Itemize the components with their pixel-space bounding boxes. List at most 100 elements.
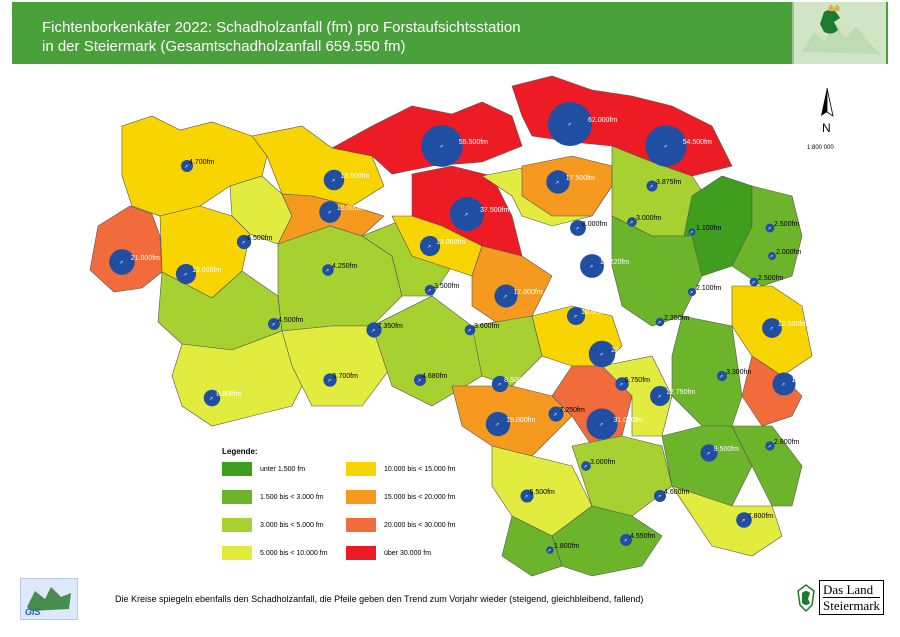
station-bubble [491, 375, 509, 393]
legend-item: 1.500 bis < 3.000 fm [222, 490, 324, 504]
map-title-line1: Fichtenborkenkäfer 2022: Schadholzanfall… [42, 19, 521, 36]
region-s-green4 [501, 515, 563, 577]
station-label: 4.680fm [422, 373, 447, 380]
trend-arrow-icon: ↗ [657, 394, 661, 400]
station-bubble [627, 217, 637, 227]
station-label: 6.500fm [247, 235, 272, 242]
map-title-line2: in der Steiermark (Gesamtschadholzanfall… [42, 38, 406, 55]
station-bubble [765, 223, 775, 233]
station-label: 10.500fm [581, 309, 610, 316]
trend-arrow-icon: ↗ [599, 352, 603, 358]
station-label: 13.500fm [340, 173, 369, 180]
trend-arrow-icon: ↗ [325, 268, 329, 274]
legend-item: 20.000 bis < 30.000 fm [346, 518, 455, 532]
legend-label: 1.500 bis < 3.000 fm [260, 493, 324, 501]
station-label: 7.250fm [560, 407, 585, 414]
trend-arrow-icon: ↗ [271, 322, 275, 328]
styria-crest-icon [792, 2, 886, 64]
station-label: 12.750fm [666, 389, 695, 396]
station-label: 62.000fm [588, 117, 617, 124]
station-label: 4.600fm [664, 489, 689, 496]
station-bubble [548, 102, 592, 146]
legend-label: über 30.000 fm [384, 549, 432, 557]
station-bubble [421, 125, 463, 167]
station-bubble [768, 252, 776, 260]
station-label: 2.500fm [758, 275, 783, 282]
trend-arrow-icon: ↗ [427, 244, 431, 250]
trend-arrow-icon: ↗ [575, 226, 579, 232]
station-label: 5.700fm [333, 373, 358, 380]
station-bubble [749, 277, 759, 287]
region-sw-green [281, 325, 393, 407]
legend-swatch [346, 546, 376, 560]
station-label: 3.300fm [726, 369, 751, 376]
trend-arrow-icon: ↗ [371, 328, 375, 334]
legend-label: 15.000 bis < 20.000 fm [384, 493, 456, 501]
station-label: 2.350fm [664, 315, 689, 322]
station-bubble [180, 159, 194, 173]
station-bubble [570, 220, 586, 236]
trend-arrow-icon: ↗ [583, 464, 587, 470]
station-bubble [655, 317, 665, 327]
trend-arrow-icon: ↗ [573, 314, 577, 320]
trend-arrow-icon: ↗ [439, 144, 443, 150]
station-label: 18.220fm [600, 259, 629, 266]
legend-swatch [346, 490, 376, 504]
trend-arrow-icon: ↗ [623, 538, 627, 544]
trend-arrow-icon: ↗ [741, 518, 745, 524]
trend-arrow-icon: ↗ [663, 144, 667, 150]
legend-item: 10.000 bis < 15.000 fm [346, 462, 455, 476]
legend-swatch [222, 490, 252, 504]
station-bubble [586, 408, 618, 440]
trend-arrow-icon: ↗ [769, 254, 773, 260]
legend-label: 3.000 bis < 5.000 fm [260, 521, 324, 529]
station-label: 5.500fm [530, 489, 555, 496]
station-label: 5.750fm [625, 377, 650, 384]
station-bubble [546, 546, 554, 554]
map-regions [89, 75, 813, 577]
legend-label: unter 1.500 fm [260, 465, 306, 473]
trend-arrow-icon: ↗ [619, 382, 623, 388]
station-bubble [588, 340, 616, 368]
station-bubble [615, 377, 629, 391]
station-bubble [322, 264, 334, 276]
region-north-yellow [251, 125, 385, 207]
station-bubble [650, 386, 670, 406]
station-label: 3.000fm [590, 459, 615, 466]
legend-item: 15.000 bis < 20.000 fm [346, 490, 455, 504]
station-bubble [687, 287, 697, 297]
trend-arrow-icon: ↗ [629, 220, 633, 226]
station-bubble [566, 306, 586, 326]
station-label: 9.500fm [714, 446, 739, 453]
station-bubble [580, 254, 604, 278]
trend-arrow-icon: ↗ [719, 374, 723, 380]
legend-swatch [346, 518, 376, 532]
station-bubble [646, 180, 658, 192]
station-bubble [323, 169, 345, 191]
trend-arrow-icon: ↗ [689, 230, 693, 236]
north-label: N [822, 121, 831, 135]
station-label: 8.500fm [504, 377, 529, 384]
station-label: 3.875fm [656, 179, 681, 186]
station-label: 4.250fm [332, 263, 357, 270]
brand-line1: Das Land [823, 582, 874, 597]
panther-icon [797, 583, 815, 612]
station-bubble [323, 373, 337, 387]
trend-arrow-icon: ↗ [781, 382, 785, 388]
trend-arrow-icon: ↗ [464, 212, 468, 218]
station-bubble [109, 249, 135, 275]
trend-arrow-icon: ↗ [567, 122, 571, 128]
station-bubble [546, 170, 570, 194]
trend-arrow-icon: ↗ [331, 178, 335, 184]
station-bubble [765, 441, 775, 451]
station-label: 2.100fm [696, 285, 721, 292]
station-label: 31.000fm [614, 417, 643, 424]
trend-arrow-icon: ↗ [417, 378, 421, 384]
trend-arrow-icon: ↗ [706, 451, 710, 457]
trend-arrow-icon: ↗ [327, 378, 331, 384]
station-bubble [268, 318, 280, 330]
station-label: 21.000fm [131, 255, 160, 262]
title-banner [12, 2, 888, 64]
station-bubble [700, 444, 718, 462]
station-bubble [581, 461, 591, 471]
